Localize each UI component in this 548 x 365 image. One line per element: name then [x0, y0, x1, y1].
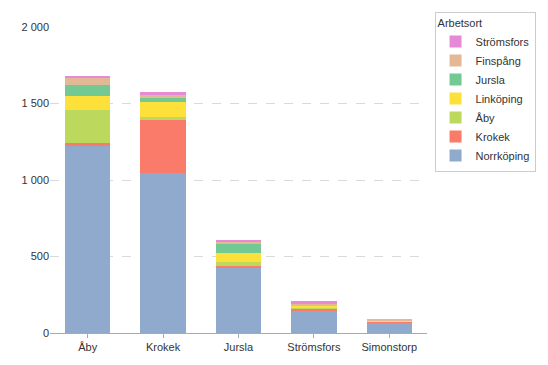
svg-text:Jursla: Jursla — [224, 341, 254, 353]
svg-text:1 000: 1 000 — [21, 174, 49, 186]
svg-text:Åby: Åby — [78, 341, 97, 353]
svg-text:Strömsfors: Strömsfors — [476, 36, 530, 48]
svg-text:Strömsfors: Strömsfors — [287, 341, 341, 353]
svg-text:Åby: Åby — [476, 112, 495, 124]
svg-text:Simonstorp: Simonstorp — [361, 341, 417, 353]
svg-text:Krokek: Krokek — [146, 341, 181, 353]
svg-text:1 500: 1 500 — [21, 97, 49, 109]
svg-text:Jursla: Jursla — [476, 74, 506, 86]
svg-text:Linköping: Linköping — [476, 93, 523, 105]
svg-text:Arbetsort: Arbetsort — [438, 17, 483, 29]
svg-text:0: 0 — [43, 327, 49, 339]
svg-text:500: 500 — [31, 250, 49, 262]
svg-text:Norrköping: Norrköping — [476, 150, 530, 162]
svg-text:2 000: 2 000 — [21, 21, 49, 33]
svg-text:Finspång: Finspång — [476, 55, 521, 67]
svg-text:Krokek: Krokek — [476, 131, 511, 143]
